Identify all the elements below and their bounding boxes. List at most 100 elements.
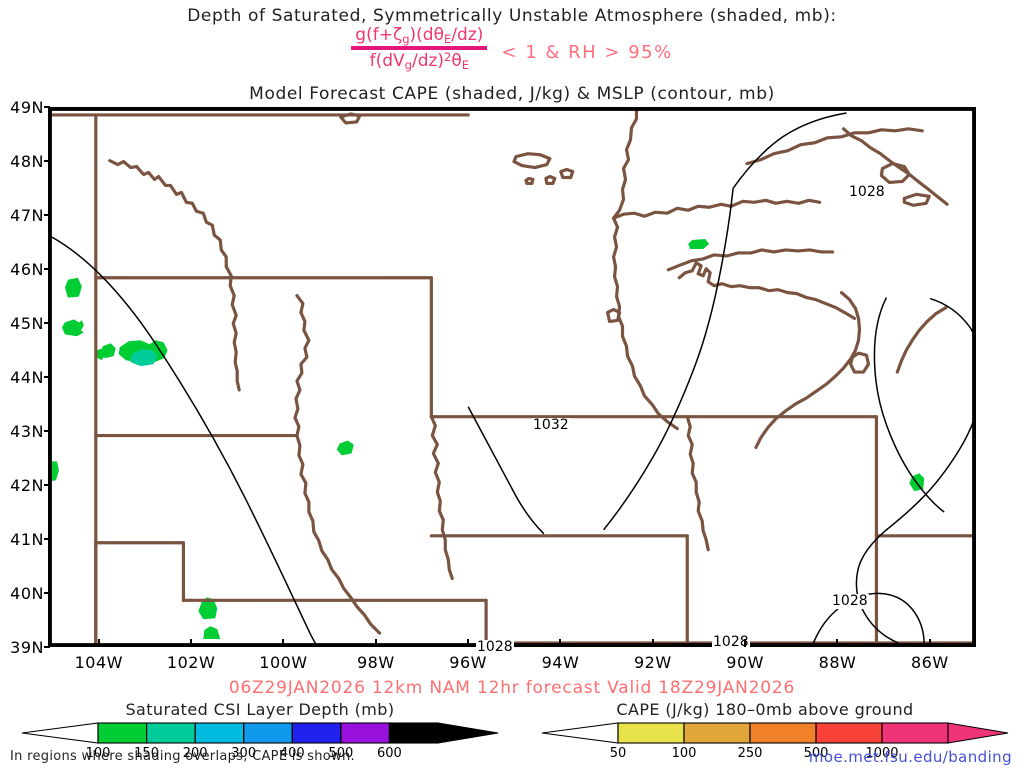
numerator-mid: )(d [409,25,434,45]
colorbar-tick-label: 250 [737,746,763,761]
lon-tick-mark [651,639,654,647]
lon-tick-label: 92W [633,653,672,672]
lon-tick-label: 100W [259,653,308,672]
colorbar-swatch [97,722,148,744]
colorbar-tick-label: 300 [231,746,257,761]
contour-label: 1028 [712,634,750,650]
lon-tick-mark [559,639,562,647]
contour-label: 1032 [532,417,570,433]
colorbar-tick-label: 500 [803,746,829,761]
latitude-axis: 49N 48N 47N 46N 45N 44N 43N 42N 41N 40N 39N [0,98,50,657]
contour-label: 1028 [476,639,514,655]
lon-tick-label: 102W [166,653,216,672]
map-graphic [50,109,974,645]
denominator-mid: /dz) [411,51,445,72]
colorbar-swatch [617,722,685,744]
denominator-exponent: 2 [444,50,452,65]
lon-tick-label: 98W [356,653,395,672]
zeta-symbol: ζ [392,25,403,45]
fraction-bar [351,46,488,51]
lat-tick-mark [44,322,50,324]
colorbar-high-wedge [947,722,1009,744]
state-boundaries [50,109,974,645]
lon-tick-label: 96W [449,653,487,672]
colorbar-tick-label: 150 [134,746,159,761]
csi-shaded-regions [50,239,925,640]
lat-tick-mark [44,430,50,432]
lat-tick-label: 47N [10,206,44,225]
vg-subscript: g [404,58,412,73]
lat-tick-label: 41N [10,530,44,549]
colorbar-swatch [815,722,883,744]
colorbar-swatch [388,722,439,744]
contour-label: 1028 [848,184,886,200]
lat-tick-mark [44,268,50,270]
csi-colorbar[interactable]: 100 150 200 300 400 500 600 [20,720,500,764]
denominator-theta: θ [451,51,462,72]
theta-subscript: E [444,31,452,46]
criterion-threshold-text: < 1 & RH > 95% [501,41,673,63]
lat-tick-label: 40N [10,584,44,603]
mslp-contour-lines [50,112,974,645]
lon-tick-label: 86W [910,653,949,672]
cape-colorbar-graphic[interactable] [540,720,1010,746]
cape-legend-title: CAPE (J/kg) 180–0mb above ground [616,700,914,719]
lat-tick-mark [44,646,50,648]
lat-tick-label: 46N [10,260,44,279]
lon-tick-mark [744,639,747,647]
criterion-numerator: g(f+ζg)(dθE/dz) [351,25,487,46]
cape-colorbar-ticks: 50 100 250 500 1000 [540,746,1010,762]
colorbar-high-wedge [437,722,499,744]
cape-subtitle: Model Forecast CAPE (shaded, J/kg) & MSL… [249,84,775,104]
lat-tick-mark [44,592,50,594]
criterion-denominator: f(dVg/dz)2θE [366,51,474,71]
csi-colorbar-ticks: 100 150 200 300 400 500 600 [20,746,500,762]
forecast-valid-stamp: 06Z29JAN2026 12km NAM 12hr forecast Vali… [228,678,796,698]
lat-tick-label: 39N [10,638,44,657]
colorbar-tick-label: 400 [279,746,305,761]
lat-tick-label: 43N [10,422,44,441]
colorbar-tick-label: 500 [328,746,354,761]
source-url-link[interactable]: moe.met.fsu.edu/banding [808,748,1012,766]
lat-tick-label: 45N [10,314,44,333]
colorbar-low-wedge [21,722,99,744]
lat-tick-label: 48N [10,152,44,171]
lon-tick-mark [190,639,193,647]
colorbar-tick-label: 200 [182,746,208,761]
numerator-tail: /dz) [451,25,484,45]
lon-tick-label: 88W [818,653,857,672]
lon-tick-mark [374,639,377,647]
colorbar-tick-label: 100 [85,746,111,761]
lat-tick-mark [44,538,50,540]
lon-tick-mark [467,639,470,647]
csi-colorbar-graphic[interactable] [20,720,500,746]
colorbar-swatch [291,722,342,744]
cape-colorbar[interactable]: 50 100 250 500 1000 [540,720,1010,764]
colorbar-swatch [146,722,196,744]
colorbar-swatch [683,722,751,744]
colorbar-swatch [243,722,293,744]
page-title: Depth of Saturated, Symmetrically Unstab… [187,6,837,26]
lat-tick-mark [44,376,50,378]
lat-tick-label: 42N [10,476,44,495]
colorbar-tick-label: 100 [671,746,697,761]
colorbar-swatch [340,722,390,744]
lat-tick-mark [44,160,50,162]
csi-criterion-formula: g(f+ζg)(dθE/dz) f(dVg/dz)2θE < 1 & RH > … [0,25,1024,71]
colorbar-swatch [194,722,245,744]
colorbar-tick-label: 600 [377,746,402,761]
lon-tick-label: 104W [74,653,123,672]
map-plot-area[interactable]: 1028 1032 1028 1028 1028 [48,107,976,655]
lon-tick-label: 94W [541,653,580,672]
theta-symbol: θ [433,25,445,45]
overlap-note: In regions where shading overlaps, CAPE … [10,749,355,764]
lon-tick-mark [836,639,839,647]
lat-tick-label: 44N [10,368,44,387]
colorbar-low-wedge [541,722,619,744]
numerator-lead: g(f+ [355,25,393,45]
contour-label: 1028 [831,593,869,609]
colorbar-tick-label: 1000 [865,746,899,761]
lon-tick-mark [97,639,100,647]
denominator-lead: f(dV [369,51,405,72]
